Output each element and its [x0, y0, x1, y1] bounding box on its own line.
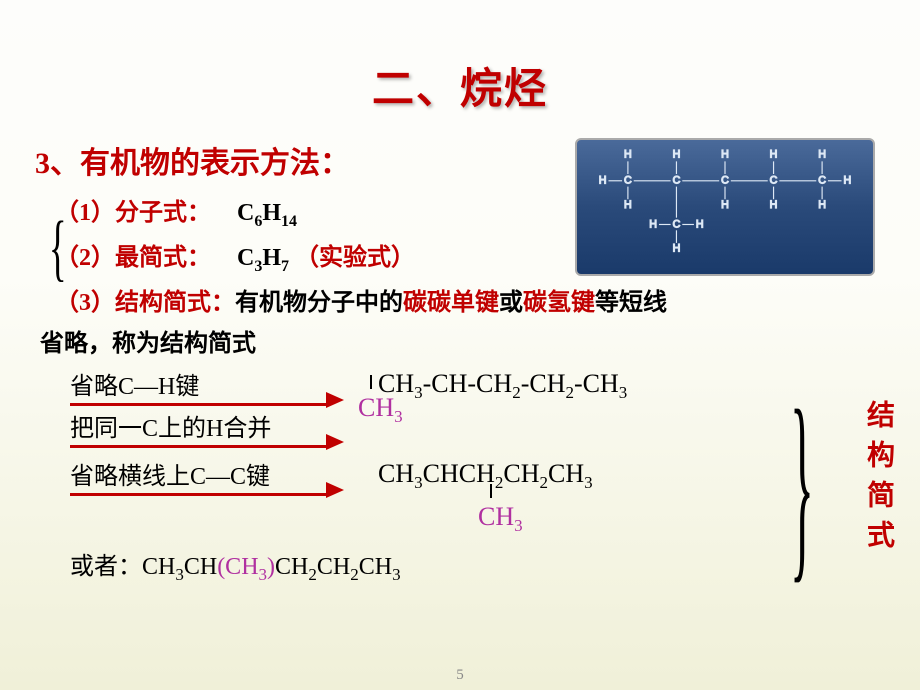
formula-1: CH3-CH-CH2-CH2-CH3 — [378, 369, 627, 403]
right-brace: } — [790, 380, 814, 590]
condensed-red2: 碳氢键 — [523, 290, 595, 316]
svg-text:H: H — [696, 218, 704, 230]
slide-title: 二、烷烃 — [0, 0, 920, 116]
svg-text:H: H — [624, 148, 632, 160]
svg-text:C: C — [673, 175, 681, 187]
arrow-icon — [326, 482, 344, 498]
svg-text:C: C — [721, 175, 729, 187]
condensed-cont: 省略，称为结构简式 — [40, 323, 920, 358]
svg-text:H: H — [770, 148, 778, 160]
svg-text:C: C — [818, 175, 826, 187]
label-empirical: （2）最简式： — [55, 245, 211, 271]
svg-text:H: H — [721, 199, 729, 211]
value-molecular: C6H14 — [237, 200, 297, 226]
svg-text:H: H — [770, 199, 778, 211]
svg-text:H: H — [673, 243, 681, 255]
or-part-b: (CH3) — [217, 554, 275, 580]
svg-text:H: H — [818, 199, 826, 211]
arrow-icon — [326, 434, 344, 450]
or-prefix: 或者： — [70, 554, 142, 580]
condensed-mid2: 或 — [499, 290, 523, 316]
or-part-c: CH2CH2CH3 — [275, 554, 401, 580]
formula-2-sub: CH3 — [478, 502, 523, 536]
or-part-a: CH3CH — [142, 554, 217, 580]
svg-text:H: H — [649, 218, 657, 230]
svg-text:C: C — [770, 175, 778, 187]
page-number: 5 — [0, 667, 920, 684]
formula-1-sub: CH3 — [358, 393, 403, 427]
svg-text:H: H — [818, 148, 826, 160]
left-brace: { — [49, 206, 67, 291]
condensed-red1: 碳碳单键 — [403, 290, 499, 316]
value-empirical: C3H7 — [237, 245, 289, 271]
svg-text:C: C — [624, 175, 632, 187]
condensed-mid1: 有机物分子中的 — [235, 290, 403, 316]
svg-text:C: C — [673, 218, 681, 230]
svg-text:H: H — [721, 148, 729, 160]
condensed-formula-row: （3）结构简式：有机物分子中的碳碳单键或碳氢键等短线 — [55, 282, 920, 317]
label-condensed: （3）结构简式： — [55, 290, 235, 316]
molecule-diagram: C C C C C C H H H H H H H H H H H H H H — [575, 138, 875, 276]
svg-text:H: H — [624, 199, 632, 211]
label-molecular: （1）分子式： — [55, 200, 211, 226]
svg-text:H: H — [599, 175, 607, 187]
arrow-icon — [326, 392, 344, 408]
condensed-mid3: 等短线 — [595, 290, 667, 316]
vertical-label: 结构简式 — [858, 400, 898, 560]
svg-text:H: H — [843, 175, 851, 187]
rule-3-text: 省略横线上C—C键 — [70, 456, 330, 496]
formula-2: CH3CHCH2CH2CH3 — [378, 459, 593, 493]
note-empirical: （实验式） — [295, 245, 415, 271]
rule-2-text: 把同一C上的H合并 — [70, 408, 330, 448]
rule-1-text: 省略C—H键 — [70, 366, 330, 406]
svg-text:H: H — [673, 148, 681, 160]
